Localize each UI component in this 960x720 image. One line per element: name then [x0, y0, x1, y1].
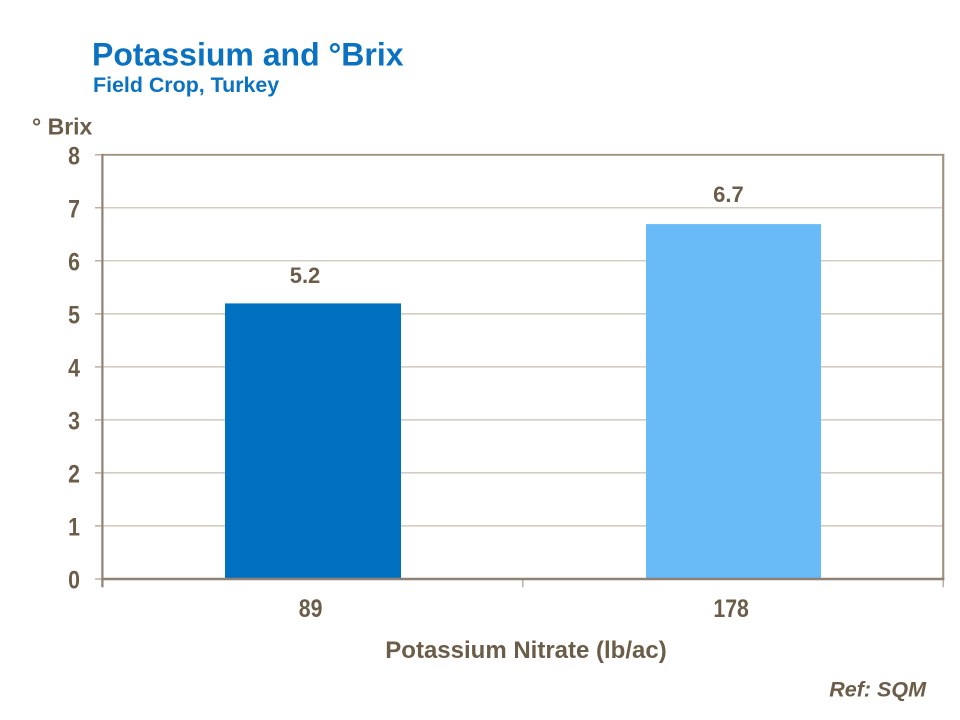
svg-text:1: 1 — [68, 513, 80, 541]
svg-text:Potassium Nitrate (lb/ac): Potassium Nitrate (lb/ac) — [385, 637, 666, 664]
svg-text:6.7: 6.7 — [713, 182, 744, 207]
svg-text:5: 5 — [68, 301, 80, 329]
svg-text:Field Crop, Turkey: Field Crop, Turkey — [93, 73, 279, 97]
svg-text:7: 7 — [68, 195, 80, 223]
svg-text:89: 89 — [299, 594, 323, 622]
svg-text:2: 2 — [68, 460, 80, 488]
svg-text:Potassium and °Brix: Potassium and °Brix — [92, 37, 404, 73]
svg-text:Ref: SQM: Ref: SQM — [829, 678, 927, 702]
svg-text:0: 0 — [68, 566, 80, 594]
svg-text:3: 3 — [68, 407, 80, 435]
svg-text:178: 178 — [713, 594, 749, 622]
svg-text:° Brix: ° Brix — [32, 114, 93, 140]
svg-text:5.2: 5.2 — [290, 263, 321, 288]
svg-text:8: 8 — [68, 142, 80, 170]
svg-text:6: 6 — [68, 248, 80, 276]
svg-text:4: 4 — [68, 354, 80, 382]
